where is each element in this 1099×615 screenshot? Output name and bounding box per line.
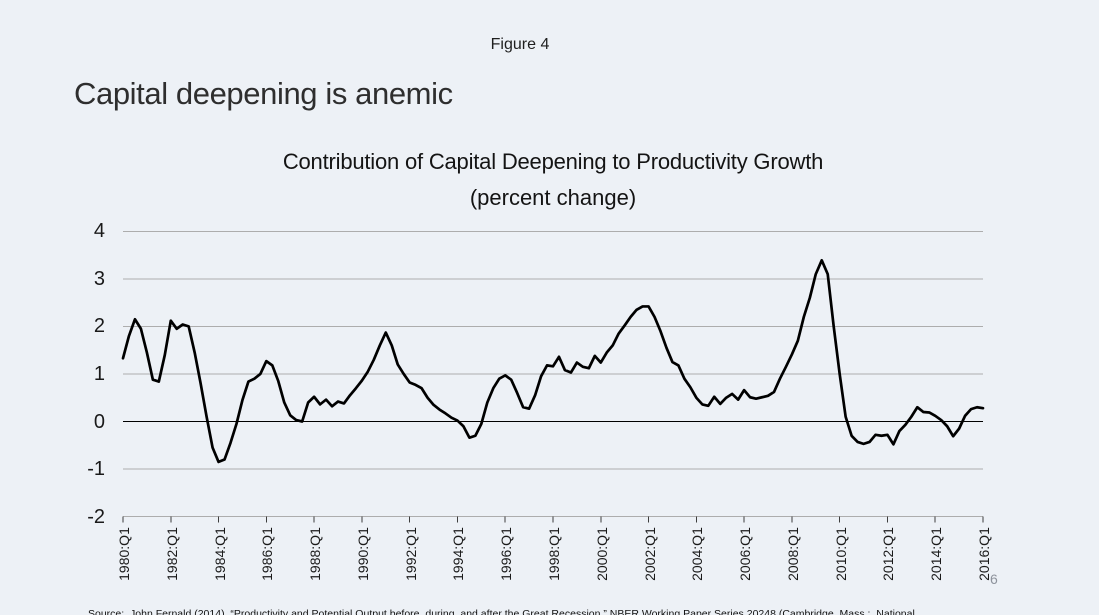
x-tick-label: 2004:Q1 (689, 527, 706, 581)
x-tick-label: 2014:Q1 (928, 527, 945, 581)
x-tick-label: 2010:Q1 (832, 527, 849, 581)
y-tick-label: 3 (93, 267, 105, 290)
source-note: Source: John Fernald (2014), “Productivi… (88, 581, 915, 615)
y-tick-label: 0 (93, 410, 105, 433)
x-tick-label: 2000:Q1 (593, 527, 610, 581)
x-tick-label: 1982:Q1 (163, 527, 180, 581)
chart-subtitle: (percent change) (469, 185, 637, 210)
x-tick-label: 1990:Q1 (354, 527, 371, 581)
source-line-1: Source: John Fernald (2014), “Productivi… (88, 608, 915, 615)
y-tick-label: 1 (93, 362, 105, 385)
y-tick-label: -2 (87, 505, 105, 528)
x-tick-label: 1992:Q1 (402, 527, 419, 581)
data-line (121, 258, 985, 464)
slide-title: Capital deepening is anemic (74, 76, 453, 111)
y-tick-label: 4 (93, 220, 105, 243)
x-tick-label: 1984:Q1 (211, 527, 228, 581)
x-tick-label: 1994:Q1 (450, 527, 467, 581)
figure-label: Figure 4 (490, 36, 550, 53)
y-tick-label: -1 (87, 458, 105, 481)
x-tick-label: 2002:Q1 (641, 527, 658, 581)
x-tick-label: 1996:Q1 (498, 527, 515, 581)
x-tick-label: 2012:Q1 (880, 527, 897, 581)
x-tick-label: 2006:Q1 (737, 527, 754, 581)
x-tick-label: 1980:Q1 (116, 527, 132, 581)
x-tick-label: 1988:Q1 (307, 527, 324, 581)
x-tick-label: 2008:Q1 (784, 527, 801, 581)
x-tick-label: 1998:Q1 (546, 527, 562, 581)
page-number: 6 (990, 571, 998, 587)
y-tick-label: 2 (93, 315, 105, 338)
x-tick-label: 1986:Q1 (259, 527, 276, 581)
chart-title: Contribution of Capital Deepening to Pro… (282, 149, 824, 174)
